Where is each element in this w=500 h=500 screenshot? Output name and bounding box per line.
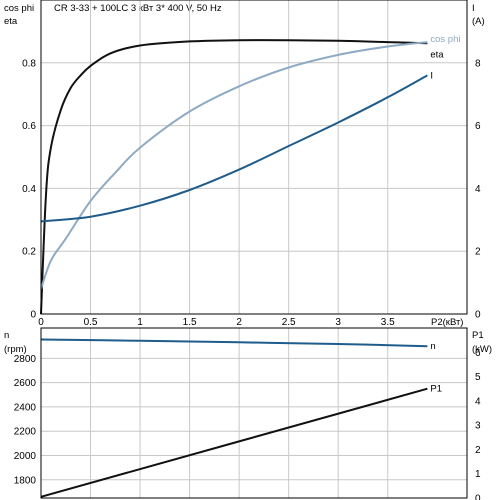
y-tick-label: 2800 bbox=[14, 354, 37, 365]
x-tick-label: 1 bbox=[137, 317, 143, 328]
frame-layer bbox=[40, 0, 468, 499]
plot-frame-0 bbox=[40, 0, 468, 315]
y-tick-label: 2600 bbox=[14, 378, 37, 389]
x-tick-label: 2 bbox=[236, 317, 242, 328]
series-line-p1 bbox=[40, 387, 428, 498]
y-tick-label: 0 bbox=[30, 310, 36, 321]
y2-tick-label: 0 bbox=[475, 494, 481, 500]
series-line-cos-phi bbox=[40, 41, 428, 290]
y2-tick-label: 4 bbox=[475, 396, 481, 407]
y-tick-label: 0.8 bbox=[22, 58, 36, 69]
y-tick-label: 1800 bbox=[14, 475, 37, 486]
series-label-i: I bbox=[430, 70, 433, 81]
series-label-eta: eta bbox=[430, 49, 444, 60]
series-line-eta bbox=[40, 39, 428, 315]
x-axis-label: P2(кВт) bbox=[431, 317, 463, 328]
x-tick-label: 3 bbox=[335, 317, 341, 328]
y2-tick-label: 0 bbox=[475, 310, 481, 321]
series-label-cos-phi: cos phi bbox=[430, 34, 460, 45]
x-tick-label: 0 bbox=[38, 317, 44, 328]
y2-tick-label: 2 bbox=[475, 247, 481, 258]
series-layer: eta cos phi In P1 bbox=[40, 34, 460, 498]
y2-tick-label: 6 bbox=[475, 121, 481, 132]
bottom-right-ylabel-2: (kW) bbox=[472, 344, 492, 355]
bottom-right-ylabel-1: P1 bbox=[472, 330, 484, 341]
x-tick-label: 2.5 bbox=[282, 317, 296, 328]
x-tick-label: 3.5 bbox=[381, 317, 395, 328]
grid-layer bbox=[41, 0, 467, 498]
x-tick-label: 1.5 bbox=[183, 317, 197, 328]
y-tick-label: 0.6 bbox=[22, 121, 36, 132]
top-left-ylabel-1: cos phi bbox=[4, 3, 34, 14]
series-line-i bbox=[40, 74, 428, 223]
y2-tick-label: 4 bbox=[475, 184, 481, 195]
y-tick-label: 2000 bbox=[14, 451, 37, 462]
bottom-left-ylabel-2: (rpm) bbox=[4, 344, 27, 355]
y2-tick-label: 5 bbox=[475, 372, 481, 383]
y2-tick-label: 6 bbox=[475, 348, 481, 359]
top-right-ylabel-1: I bbox=[472, 3, 475, 14]
bottom-left-ylabel-1: n bbox=[4, 330, 9, 341]
top-panel: cos phi eta I (A) P2(кВт) bbox=[4, 3, 485, 328]
plot-frame-1 bbox=[40, 327, 468, 499]
y-tick-label: 0.2 bbox=[22, 247, 36, 258]
y2-tick-label: 1 bbox=[475, 469, 481, 480]
top-left-ylabel-2: eta bbox=[4, 16, 18, 27]
series-label-n: n bbox=[430, 341, 435, 352]
y-tick-label: 2200 bbox=[14, 427, 37, 438]
bottom-panel: n (rpm) P1 (kW) bbox=[4, 330, 492, 355]
y-tick-label: 0.4 bbox=[22, 184, 36, 195]
x-tick-label: 0.5 bbox=[84, 317, 98, 328]
chart-title: CR 3-33 + 100LC 3 кВт 3* 400 V, 50 Hz bbox=[54, 3, 222, 14]
series-line-n bbox=[40, 338, 428, 348]
series-label-p1: P1 bbox=[430, 384, 442, 395]
top-right-ylabel-2: (A) bbox=[472, 16, 485, 27]
y-tick-label: 2400 bbox=[14, 402, 37, 413]
y2-tick-label: 3 bbox=[475, 421, 481, 432]
y2-tick-label: 8 bbox=[475, 58, 481, 69]
y2-tick-label: 2 bbox=[475, 445, 481, 456]
